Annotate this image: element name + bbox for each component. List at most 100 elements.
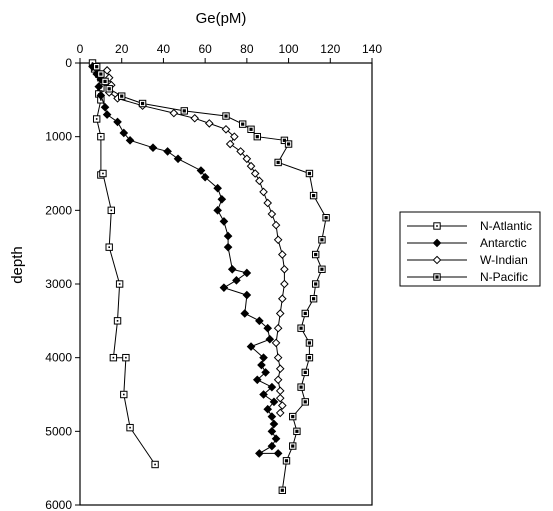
data-point-n-pacific (305, 353, 314, 362)
legend-label-n-atlantic: N-Atlantic (480, 219, 532, 233)
data-point-antarctic (219, 283, 229, 292)
data-point-n-pacific-core (140, 101, 145, 106)
x-tick-label: 80 (240, 42, 254, 56)
data-point-antarctic (252, 375, 262, 385)
data-point-antarctic (267, 427, 277, 436)
data-point-n-pacific-core (314, 282, 318, 286)
data-point-n-atlantic (126, 423, 134, 432)
data-point-antarctic (96, 91, 106, 100)
data-point-antarctic (267, 382, 277, 392)
data-point-n-pacific (105, 85, 113, 93)
data-point-n-pacific (118, 92, 126, 100)
data-point-antarctic (227, 264, 237, 274)
data-point-n-pacific-core (286, 142, 291, 146)
legend-box (399, 211, 541, 287)
data-point-n-pacific (301, 368, 309, 377)
legend-marker-n-atlantic-core (436, 225, 438, 227)
data-point-n-pacific-core (312, 194, 316, 198)
y-tick-label: 1000 (45, 130, 72, 144)
data-point-n-atlantic-core (129, 426, 131, 429)
data-point-w-indian (242, 154, 252, 164)
data-point-n-pacific (138, 99, 147, 108)
data-point-antarctic (223, 231, 233, 241)
data-point-n-pacific-core (312, 297, 316, 301)
data-point-antarctic (213, 183, 222, 193)
data-point-n-pacific-core (307, 171, 312, 176)
y-tick-label: 3000 (45, 277, 72, 291)
data-point-w-indian (275, 309, 285, 318)
data-point-antarctic (196, 166, 206, 175)
data-point-w-indian (280, 279, 289, 289)
data-point-w-indian (278, 294, 287, 304)
data-point-n-atlantic (105, 243, 113, 251)
data-point-n-pacific-core (99, 72, 103, 76)
data-point-n-atlantic-core (118, 283, 121, 285)
data-point-antarctic (257, 360, 266, 370)
data-point-w-indian (250, 169, 260, 178)
data-point-antarctic (242, 290, 252, 300)
data-point-antarctic (269, 419, 279, 429)
data-point-w-indian (271, 338, 281, 348)
data-point-antarctic (259, 390, 268, 399)
x-tick-label: 20 (115, 42, 129, 56)
data-point-n-atlantic-core (100, 99, 102, 101)
y-tick-label: 0 (65, 56, 72, 70)
y-tick-label: 6000 (45, 498, 72, 511)
data-point-antarctic (125, 136, 135, 145)
data-point-w-indian (236, 147, 245, 156)
data-point-n-pacific (282, 457, 291, 465)
data-point-n-pacific (247, 125, 255, 133)
data-point-n-atlantic-core (108, 246, 110, 248)
data-point-antarctic (265, 334, 275, 344)
data-point-n-pacific (311, 250, 320, 259)
x-axis-title: Ge(pM) (196, 10, 247, 27)
y-axis-title: depth (9, 246, 26, 284)
data-point-n-atlantic (113, 317, 122, 325)
legend-label-n-pacific: N-Pacific (480, 270, 528, 284)
y-tick-label: 2000 (45, 203, 72, 217)
data-point-w-indian (273, 375, 283, 385)
data-point-w-indian (230, 132, 239, 141)
data-point-n-pacific-core (307, 341, 312, 345)
data-point-w-indian (278, 401, 287, 410)
data-point-antarctic (119, 128, 129, 138)
data-point-n-pacific-core (314, 252, 318, 257)
data-point-n-pacific (301, 309, 309, 318)
legend-label-antarctic: Antarctic (480, 236, 527, 250)
series-line-antarctic (92, 66, 279, 454)
data-point-n-pacific (289, 412, 297, 421)
data-point-n-atlantic (99, 169, 107, 178)
data-point-n-pacific-core (291, 415, 295, 419)
data-point-antarctic (213, 206, 222, 215)
data-point-n-pacific-core (95, 65, 99, 69)
data-point-w-indian (273, 353, 283, 362)
legend-marker-n-atlantic (433, 222, 441, 230)
data-point-w-indian (169, 108, 179, 118)
legend-marker-n-pacific (433, 273, 441, 281)
data-point-n-atlantic (109, 353, 118, 362)
data-point-n-pacific-core (103, 79, 107, 84)
data-point-n-pacific-core (224, 114, 228, 118)
data-point-antarctic (246, 342, 256, 351)
plot-area (79, 59, 373, 506)
data-point-n-pacific (318, 265, 326, 273)
data-point-n-pacific-core (120, 94, 124, 98)
series-n-atlantic (88, 59, 159, 469)
data-point-w-indian (275, 386, 285, 396)
data-point-w-indian (205, 119, 214, 128)
plot-frame (79, 62, 373, 506)
data-point-n-pacific (322, 214, 330, 222)
data-point-n-pacific (238, 120, 247, 128)
data-point-antarctic (113, 117, 122, 127)
data-point-antarctic (100, 102, 110, 112)
data-point-antarctic (255, 316, 264, 326)
data-point-n-pacific-core (299, 326, 303, 330)
series-w-indian (102, 66, 289, 418)
data-point-n-atlantic-core (110, 209, 113, 212)
data-point-n-atlantic (107, 206, 115, 215)
data-point-w-indian (102, 66, 112, 75)
data-point-n-pacific (289, 442, 297, 450)
x-tick-label: 140 (362, 42, 382, 56)
data-point-n-pacific-core (241, 122, 245, 126)
